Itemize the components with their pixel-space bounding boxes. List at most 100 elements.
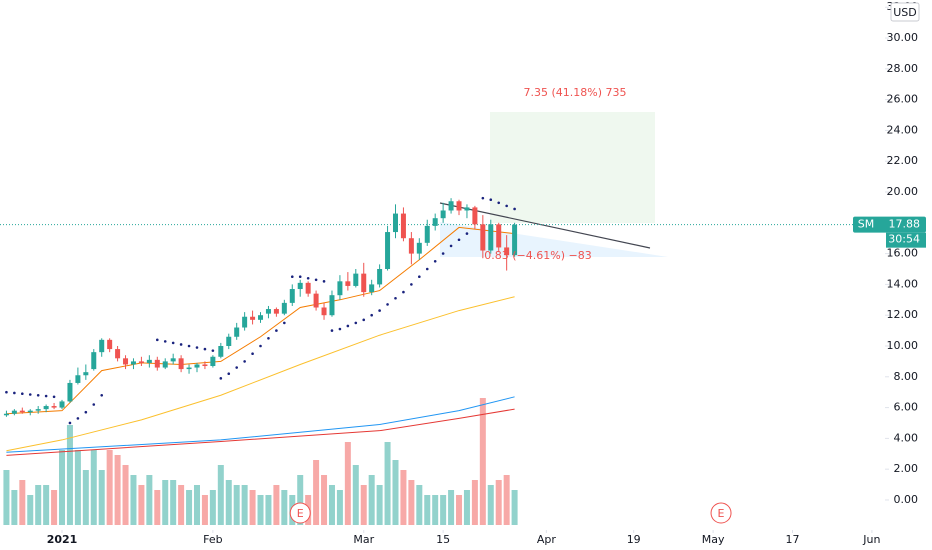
- currency[interactable]: USD: [893, 6, 917, 19]
- psar-dot: [259, 344, 262, 348]
- candle-body: [337, 281, 343, 296]
- plot-area: 0.00 2.00 4.00 6.00 8.00 10.00 12.00 14.00 16.00…: [0, 0, 918, 546]
- psar-dot: [505, 204, 508, 208]
- volume-bar: [233, 485, 240, 525]
- volume-bar: [249, 490, 256, 525]
- psar-dot: [290, 275, 294, 279]
- psar-dot: [418, 275, 421, 279]
- last-price: 17.88: [889, 218, 921, 231]
- volume-bar: [106, 450, 113, 525]
- psar-dot: [219, 377, 223, 380]
- candle-body: [456, 201, 462, 211]
- volume-bar: [376, 485, 383, 525]
- y-tick-label: 0.00: [894, 493, 919, 506]
- volume-bar: [3, 470, 10, 525]
- candle-body: [202, 364, 208, 367]
- candle-body: [107, 339, 113, 350]
- candle-body: [424, 225, 430, 243]
- psar-dot: [243, 360, 246, 363]
- volume-bar: [225, 480, 232, 525]
- volume-bar: [448, 490, 455, 525]
- candle-body: [226, 336, 232, 346]
- volume-bar: [456, 495, 463, 525]
- y-tick-label: 24.00: [887, 123, 919, 136]
- y-tick-label: 28.00: [887, 62, 919, 75]
- symbol: SM: [858, 218, 874, 231]
- psar-dot: [338, 327, 342, 331]
- psar-dot: [330, 329, 334, 332]
- volume-bar: [392, 460, 399, 525]
- candle-body: [448, 201, 454, 211]
- volume-bar: [138, 485, 145, 525]
- candle-body: [194, 364, 200, 368]
- target-label: 7.35 (41.18%) 735: [523, 86, 626, 99]
- psar-dot: [195, 346, 199, 349]
- candle-body: [162, 361, 168, 368]
- candle-body: [210, 356, 216, 367]
- psar-dot: [76, 417, 80, 420]
- volume-bar: [368, 475, 375, 525]
- x-tick-label: 15: [436, 533, 450, 546]
- psar-dot: [481, 196, 485, 200]
- volume-bar: [273, 485, 280, 525]
- psar-dot: [425, 267, 429, 271]
- volume-bar: [122, 465, 129, 525]
- y-tick-label: 6.00: [894, 401, 919, 414]
- y-tick-label: 26.00: [887, 93, 919, 106]
- currency-box[interactable]: [890, 2, 920, 22]
- volume-bar: [43, 485, 50, 525]
- candle-body: [265, 309, 271, 314]
- psar-dot: [5, 390, 8, 394]
- candle-body: [329, 295, 335, 316]
- psar-dot: [84, 410, 88, 414]
- candle-body: [377, 269, 383, 285]
- candle-body: [154, 359, 160, 368]
- psar-dot: [394, 296, 397, 300]
- volume-bar: [98, 470, 105, 525]
- candle-body: [35, 409, 41, 411]
- volume-bar: [313, 460, 320, 525]
- psar-dot: [163, 340, 167, 343]
- y-tick-label: 10.00: [887, 339, 919, 352]
- moving-average: [6, 408, 515, 456]
- psar-dot: [386, 303, 389, 306]
- volume-bar: [281, 490, 288, 525]
- volume-bar: [186, 490, 193, 525]
- y-tick-label: 14.00: [887, 277, 919, 290]
- candle-body: [130, 361, 136, 365]
- volume-bar: [400, 470, 407, 525]
- y-tick-label: 20.00: [887, 185, 919, 198]
- y-tick-label: 30.00: [887, 31, 919, 44]
- volume-bar: [265, 495, 272, 525]
- psar-dot: [203, 347, 207, 351]
- volume-bar: [257, 495, 264, 525]
- volume-bar: [154, 490, 161, 525]
- candle-body: [400, 213, 406, 239]
- psar-dot: [306, 276, 310, 280]
- volume-bar: [352, 465, 359, 525]
- candle-body: [297, 282, 303, 290]
- candle-body: [313, 293, 319, 308]
- candle-body: [345, 281, 351, 286]
- psar-dot: [68, 421, 72, 425]
- candle-body: [305, 282, 311, 294]
- volume-bar: [336, 490, 343, 525]
- candle-body: [488, 224, 494, 251]
- volume-bar: [114, 455, 121, 525]
- candle-body: [361, 273, 367, 293]
- volume-bar: [241, 485, 248, 525]
- candle-body: [91, 352, 97, 370]
- price-tag: [853, 216, 926, 233]
- psar-dot: [227, 372, 231, 376]
- earnings-label: E: [718, 507, 725, 520]
- psar-dot: [513, 207, 516, 211]
- psar-dot: [13, 391, 16, 395]
- candle-body: [43, 406, 49, 410]
- psar-dot: [267, 336, 270, 340]
- x-tick-label: May: [702, 533, 725, 546]
- candle-body: [3, 413, 9, 416]
- x-tick-label: 2021: [47, 533, 78, 546]
- psar-dot: [362, 318, 366, 322]
- psar-dot: [402, 290, 405, 294]
